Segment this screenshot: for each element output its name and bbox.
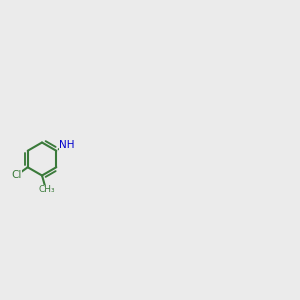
Text: NH: NH	[59, 140, 74, 150]
Text: Cl: Cl	[11, 170, 22, 180]
Text: CH₃: CH₃	[38, 185, 55, 194]
